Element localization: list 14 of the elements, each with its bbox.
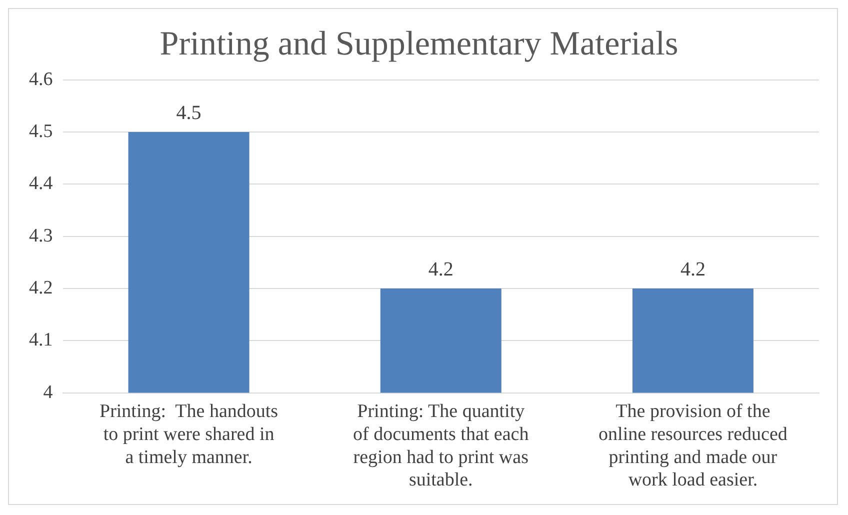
y-tick-label: 4.4 xyxy=(29,173,54,194)
x-tick-label: Printing: The quantity of documents that each region had to print was suitable. xyxy=(353,401,530,491)
y-tick-label: 4.5 xyxy=(29,120,53,142)
data-label: 4.5 xyxy=(176,102,202,124)
chart-title: Printing and Supplementary Materials xyxy=(160,25,678,62)
x-tick-label: Printing: The handouts to print were shared in a timely manner. xyxy=(100,401,278,468)
data-label: 4.2 xyxy=(680,258,706,281)
y-tick-label: 4.1 xyxy=(29,330,53,351)
x-tick-label: The provision of the online resources reduced printing and made our work load easier. xyxy=(598,401,788,491)
y-tick-label: 4 xyxy=(43,382,54,403)
y-tick-label: 4.6 xyxy=(29,68,53,90)
y-tick-label: 4.3 xyxy=(29,225,53,246)
data-label: 4.2 xyxy=(428,258,454,281)
y-tick-label: 4.2 xyxy=(29,277,53,298)
